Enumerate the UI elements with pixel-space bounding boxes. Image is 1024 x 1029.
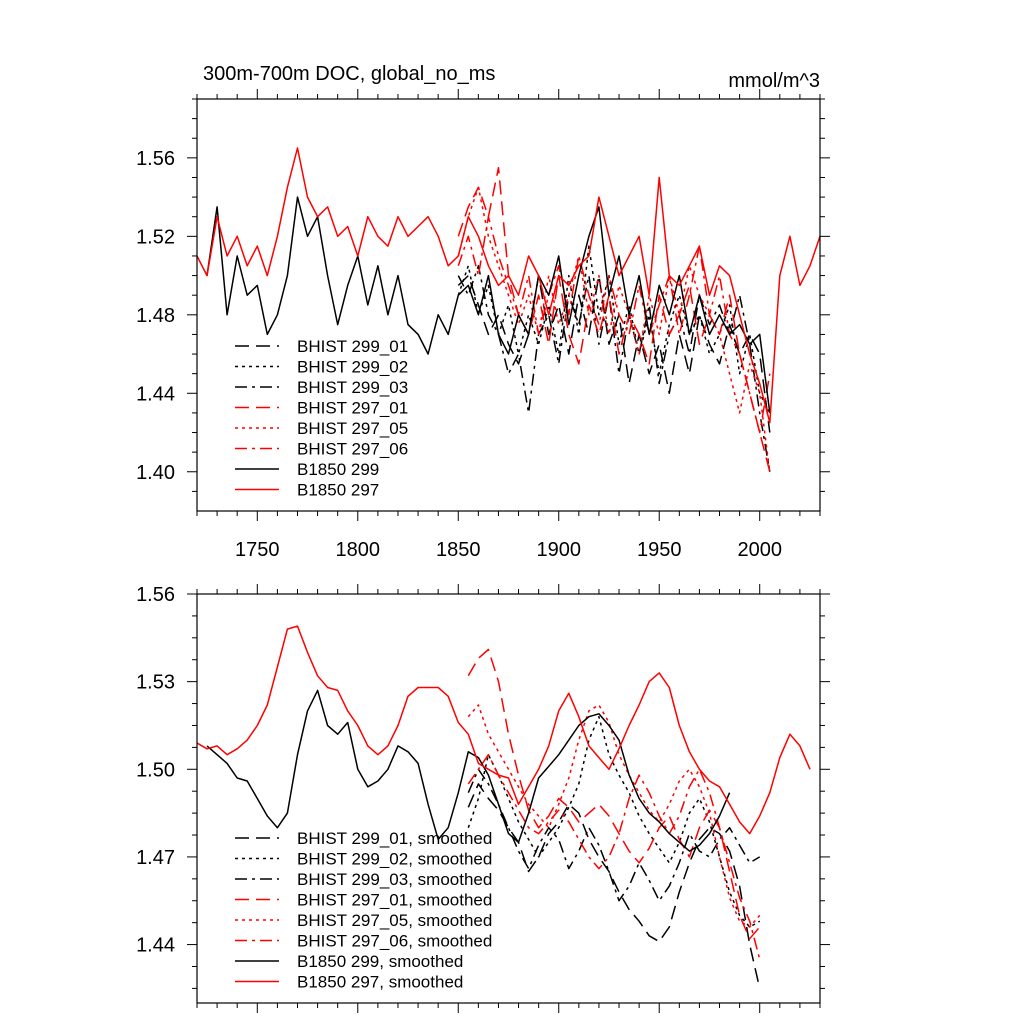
y-tick-label: 1.44 xyxy=(136,383,175,405)
y-tick-label: 1.40 xyxy=(136,462,175,484)
series-line-bhist-297-06 xyxy=(457,215,771,434)
series-line-bhist-297-06-smoothed xyxy=(467,753,761,960)
legend-label: BHIST 299_02, smoothed xyxy=(297,850,492,869)
legend: BHIST 299_01, smoothed BHIST 299_02, smoo… xyxy=(235,829,492,992)
series-line-bhist-299-01 xyxy=(457,274,771,433)
y-tick-label: 1.52 xyxy=(136,226,175,248)
y-tick-label: 1.44 xyxy=(136,935,175,957)
plot-frame xyxy=(196,593,821,1004)
series-line-bhist-299-02-smoothed xyxy=(467,715,761,928)
series-line-bhist-297-01-smoothed xyxy=(467,648,761,940)
legend-label: BHIST 297_06, smoothed xyxy=(297,932,492,951)
legend-label: BHIST 297_05 xyxy=(297,419,408,438)
top-panel: 1750 1800 1850 1900 1950 2000 1.40 1.44 1.48 1.52… xyxy=(136,63,830,561)
series-line-bhist-297-01 xyxy=(457,166,771,472)
x-tick-label: 1950 xyxy=(637,539,682,561)
series-group xyxy=(197,625,811,989)
series-line-bhist-297-05-smoothed xyxy=(467,704,761,928)
y-tick-label: 1.56 xyxy=(136,584,175,606)
y-tick-label: 1.50 xyxy=(136,759,175,781)
x-tick-label: 1750 xyxy=(235,539,280,561)
legend-label: BHIST 297_05, smoothed xyxy=(297,911,492,930)
legend-label: BHIST 299_03, smoothed xyxy=(297,870,492,889)
series-line-b1850-297-smoothed xyxy=(197,625,811,835)
y-tick-label: 1.48 xyxy=(136,305,175,327)
series-line-bhist-299-03 xyxy=(457,265,771,472)
series-line-b1850-299 xyxy=(206,196,771,413)
series-line-b1850-299-smoothed xyxy=(206,689,731,852)
legend-label: BHIST 299_01, smoothed xyxy=(297,829,492,848)
legend-label: B1850 297, smoothed xyxy=(297,973,463,992)
x-tick-label: 2000 xyxy=(737,539,782,561)
x-tick-label: 1800 xyxy=(336,539,381,561)
plot-frame xyxy=(196,98,821,512)
x-tick-label: 1850 xyxy=(436,539,481,561)
series-group xyxy=(197,147,820,472)
bottom-panel: 1.44 1.47 1.50 1.53 1.56 BHIST 299_01, smooth… xyxy=(136,584,830,1013)
legend-label: BHIST 297_01, smoothed xyxy=(297,891,492,910)
series-line-bhist-299-01-smoothed xyxy=(467,783,761,989)
units-label: mmol/m^3 xyxy=(728,70,820,92)
legend-label: BHIST 299_03 xyxy=(297,378,408,397)
legend-label: BHIST 297_06 xyxy=(297,440,408,459)
y-tick-label: 1.47 xyxy=(136,847,175,869)
legend-label: BHIST 297_01 xyxy=(297,399,408,418)
series-line-bhist-297-05 xyxy=(457,186,771,472)
legend-label: B1850 297 xyxy=(297,481,379,500)
legend-label: BHIST 299_01 xyxy=(297,337,408,356)
legend-label: B1850 299, smoothed xyxy=(297,952,463,971)
legend-label: B1850 299 xyxy=(297,460,379,479)
x-tick-label: 1900 xyxy=(536,539,581,561)
y-tick-label: 1.56 xyxy=(136,148,175,170)
legend-label: BHIST 299_02 xyxy=(297,358,408,377)
y-tick-label: 1.53 xyxy=(136,672,175,694)
series-line-b1850-297 xyxy=(197,147,820,424)
chart-title: 300m-700m DOC, global_no_ms xyxy=(203,63,495,85)
